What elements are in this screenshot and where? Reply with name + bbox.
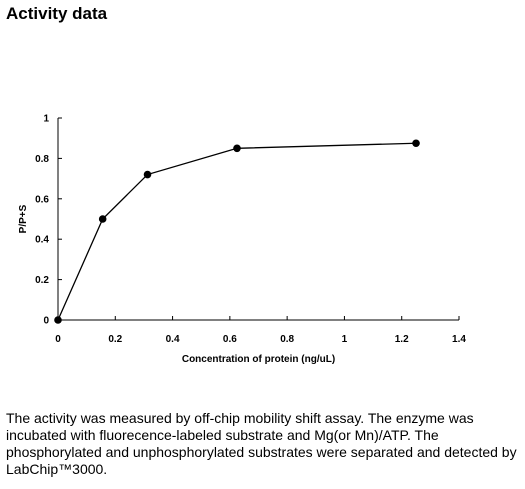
x-tick-label: 0.6 (223, 334, 237, 345)
y-tick-label: 0.2 (35, 275, 49, 286)
data-point (412, 139, 420, 147)
x-axis-label: Concentration of protein (ng/uL) (182, 354, 335, 365)
x-tick-label: 1 (342, 334, 348, 345)
page-title: Activity data (6, 4, 107, 24)
x-tick-label: 1.2 (395, 334, 409, 345)
y-tick-label: 0 (43, 316, 49, 327)
x-tick-label: 0.2 (108, 334, 122, 345)
y-tick-label: 0.4 (35, 235, 49, 246)
y-axis-label: P/P+S (18, 204, 29, 233)
data-point (54, 316, 62, 324)
activity-chart: 0 0.2 0.4 0.6 0.8 1 0 0.2 0.4 0.6 0.8 1 1.2 1.4 Conc… (0, 100, 525, 380)
data-point (99, 215, 107, 223)
chart-series (54, 139, 420, 323)
data-point (233, 145, 241, 153)
y-tick-label: 1 (43, 114, 49, 125)
y-tick-label: 0.6 (35, 194, 49, 205)
x-tick-label: 0.4 (166, 334, 180, 345)
y-tick-label: 0.8 (35, 154, 49, 165)
series-line (58, 143, 416, 320)
data-point (144, 171, 152, 179)
x-tick-label: 1.4 (452, 334, 466, 345)
description-text: The activity was measured by off-chip mo… (6, 410, 518, 478)
x-tick-label: 0.8 (280, 334, 294, 345)
x-tick-label: 0 (55, 334, 61, 345)
